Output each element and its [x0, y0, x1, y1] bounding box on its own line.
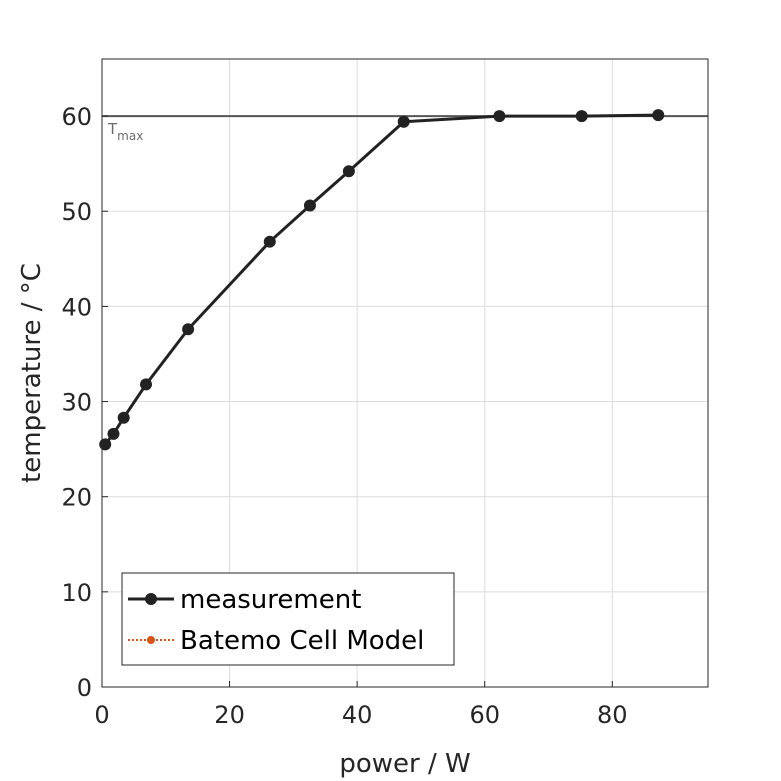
legend-entry-measurement: measurement — [128, 585, 361, 615]
data-point — [397, 115, 410, 128]
legend-label-batemo-cell-model: Batemo Cell Model — [180, 626, 424, 656]
x-tick-label: 20 — [214, 701, 245, 729]
data-point — [342, 165, 355, 178]
y-axis-label: temperature / °C — [17, 263, 47, 483]
data-point — [263, 235, 276, 248]
y-tick-label: 20 — [61, 484, 92, 512]
legend-label-measurement: measurement — [180, 585, 361, 615]
x-axis-label: power / W — [339, 749, 470, 779]
y-tick-label: 50 — [61, 198, 92, 226]
x-tick-label: 40 — [342, 701, 373, 729]
y-tick-label: 30 — [61, 389, 92, 417]
data-point — [652, 109, 665, 122]
y-tick-label: 10 — [61, 579, 92, 607]
legend-entry-batemo-cell-model: Batemo Cell Model — [128, 626, 424, 656]
data-point — [107, 427, 120, 440]
data-point — [575, 110, 588, 123]
data-point — [303, 199, 316, 212]
legend-marker-batemo-cell-model — [147, 636, 155, 644]
plot-frame — [101, 58, 709, 688]
legend-box — [121, 572, 455, 666]
x-tick-label: 60 — [469, 701, 500, 729]
legend-marker-measurement — [145, 593, 157, 605]
data-point — [99, 438, 112, 451]
data-point — [140, 378, 153, 391]
axis-ticks: 0 20 40 60 80 0 10 20 30 40 50 60 — [61, 103, 627, 729]
legend: measurement Batemo Cell Model — [121, 572, 455, 666]
y-tick-label: 60 — [61, 103, 92, 131]
x-tick-label: 80 — [597, 701, 628, 729]
tmax-label: Tmax — [107, 120, 143, 143]
data-point — [117, 411, 130, 424]
series-layer — [99, 109, 665, 451]
y-tick-label: 0 — [77, 674, 92, 702]
x-tick-label: 0 — [94, 701, 109, 729]
data-point — [493, 110, 506, 123]
data-point — [182, 323, 195, 336]
series-line-0 — [104, 113, 659, 446]
y-tick-label: 40 — [61, 293, 92, 321]
